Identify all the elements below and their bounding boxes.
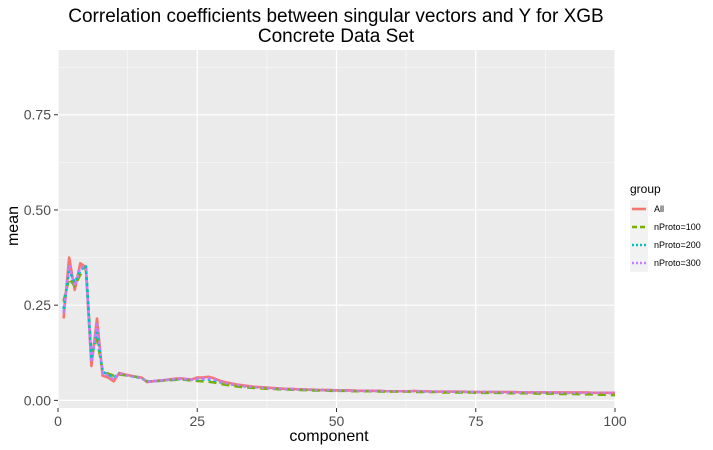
legend-item: nProto=300 [630, 254, 701, 272]
legend-key-background [630, 218, 648, 236]
legend-key-background [630, 236, 648, 254]
x-tick-label: 25 [189, 413, 205, 429]
x-axis-title: component [289, 428, 369, 445]
y-tick-label: 0.25 [24, 297, 51, 313]
y-tick-label: 0.50 [24, 202, 51, 218]
x-tick-label: 50 [329, 413, 345, 429]
major-gridlines [57, 50, 616, 408]
x-tick-label: 75 [468, 413, 484, 429]
y-tick-label: 0.00 [24, 392, 51, 408]
legend-title: group [630, 182, 661, 196]
legend: group All nProto=100 nProto=200 nProto=300 [630, 182, 701, 272]
legend-label: nProto=300 [654, 258, 701, 268]
series-line-3 [62, 263, 615, 395]
legend-item: nProto=100 [630, 218, 701, 236]
legend-label: All [654, 204, 664, 214]
legend-item: nProto=200 [630, 236, 701, 254]
legend-items: All nProto=100 nProto=200 nProto=300 [630, 200, 701, 272]
y-axis-title: mean [5, 206, 22, 246]
x-tick-label: 100 [603, 413, 627, 429]
y-tick-label: 0.75 [24, 107, 51, 123]
x-tick-label: 0 [54, 413, 62, 429]
legend-key-background [630, 254, 648, 272]
chart-title: Correlation coefficients between singula… [68, 6, 603, 27]
series-lines [62, 256, 615, 397]
legend-item: All [630, 200, 664, 218]
x-axis: 0 25 50 75 100 [54, 408, 627, 429]
legend-label: nProto=100 [654, 222, 701, 232]
chart-subtitle: Concrete Data Set [258, 26, 415, 47]
legend-label: nProto=200 [654, 240, 701, 250]
y-axis: 0.00 0.25 0.50 0.75 [24, 107, 58, 408]
